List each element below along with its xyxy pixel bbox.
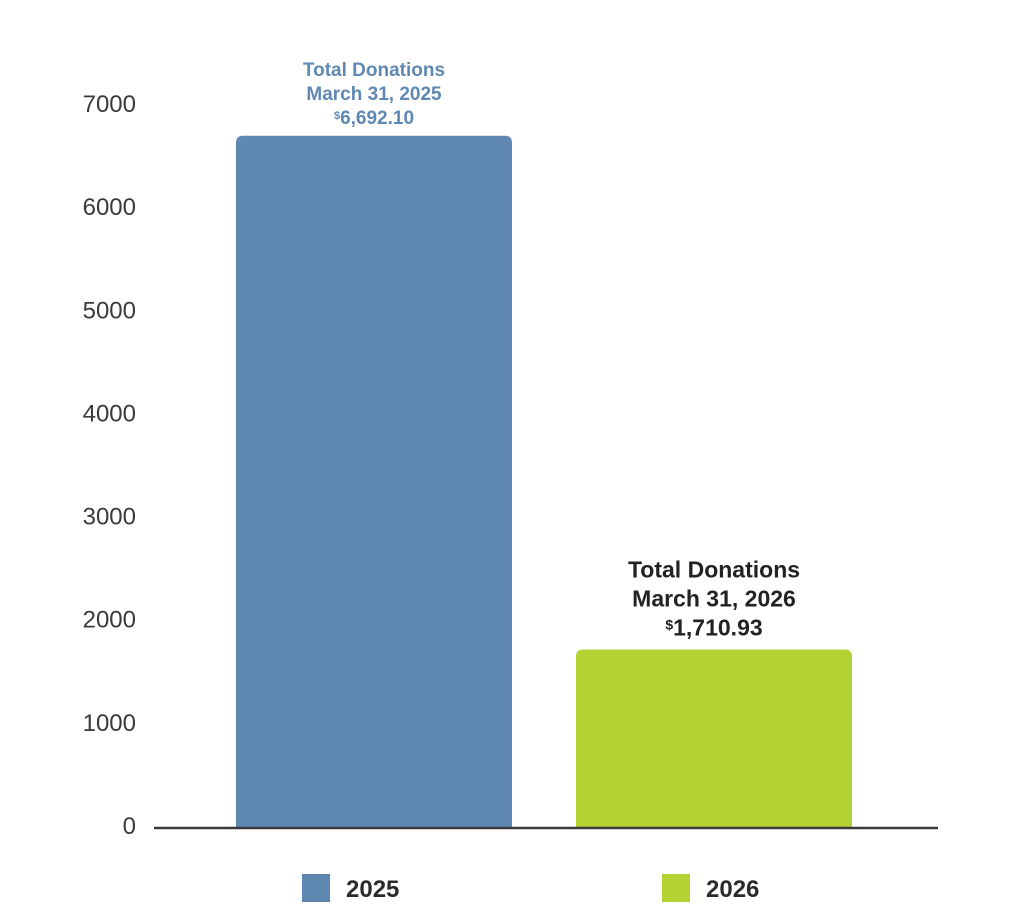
bar-2026: [576, 649, 852, 827]
y-tick-label: 2000: [83, 607, 136, 634]
annotation-title: Total Donations: [628, 557, 800, 583]
bars: [236, 135, 852, 827]
y-tick-label: 1000: [83, 710, 136, 737]
y-tick-label: 6000: [83, 194, 136, 221]
y-tick-label: 4000: [83, 400, 136, 427]
y-tick-label: 5000: [83, 297, 136, 324]
legend-label: 2025: [346, 876, 399, 903]
y-tick-label: 7000: [83, 91, 136, 118]
amount-value: 1,710.93: [673, 615, 763, 641]
annotation-title: Total Donations: [303, 60, 445, 81]
annotation-amount: $1,710.93: [665, 615, 762, 641]
bar-2025: [236, 135, 512, 827]
legend-swatch-2025: [302, 874, 330, 902]
legend: 2025 2026: [302, 874, 759, 903]
y-axis-tick-labels: 0 1000 2000 3000 4000 5000 6000 7000: [83, 91, 136, 840]
annotation-date: March 31, 2025: [306, 84, 442, 105]
legend-swatch-2026: [662, 874, 690, 902]
y-tick-label: 3000: [83, 504, 136, 531]
y-tick-label: 0: [123, 813, 136, 840]
amount-value: 6,692.10: [340, 108, 414, 129]
legend-label: 2026: [706, 876, 759, 903]
currency-symbol: $: [334, 110, 340, 122]
bar-annotations: Total Donations March 31, 2025 $6,692.10 To…: [303, 60, 800, 641]
currency-symbol: $: [665, 616, 673, 632]
annotation-date: March 31, 2026: [632, 586, 796, 612]
annotation-amount: $6,692.10: [334, 108, 414, 129]
